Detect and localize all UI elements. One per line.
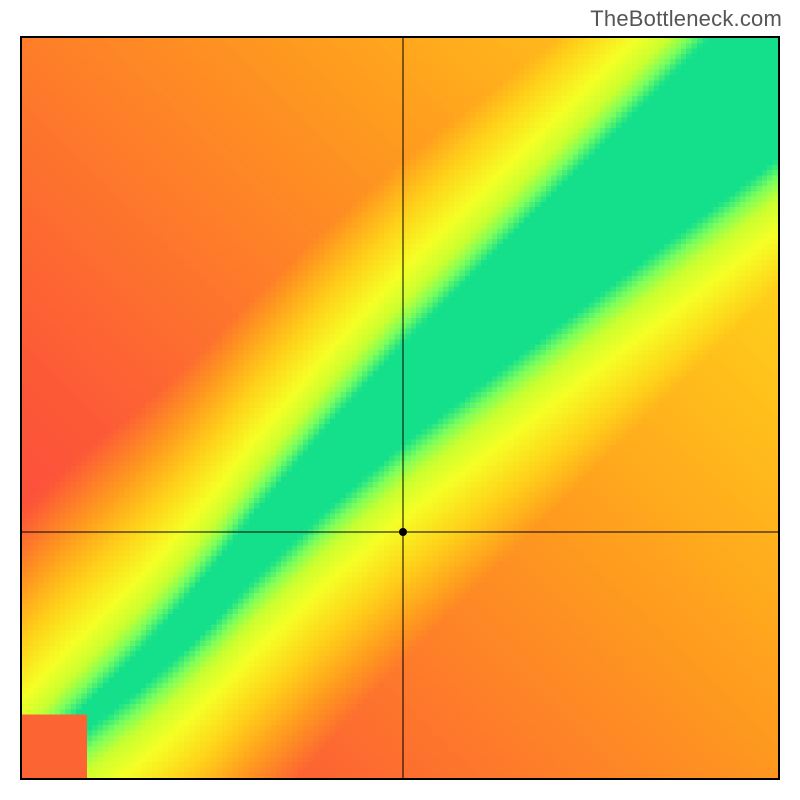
watermark-text: TheBottleneck.com [590, 6, 782, 32]
heatmap-plot [20, 36, 780, 780]
chart-container: TheBottleneck.com [0, 0, 800, 800]
heatmap-canvas [22, 38, 778, 778]
